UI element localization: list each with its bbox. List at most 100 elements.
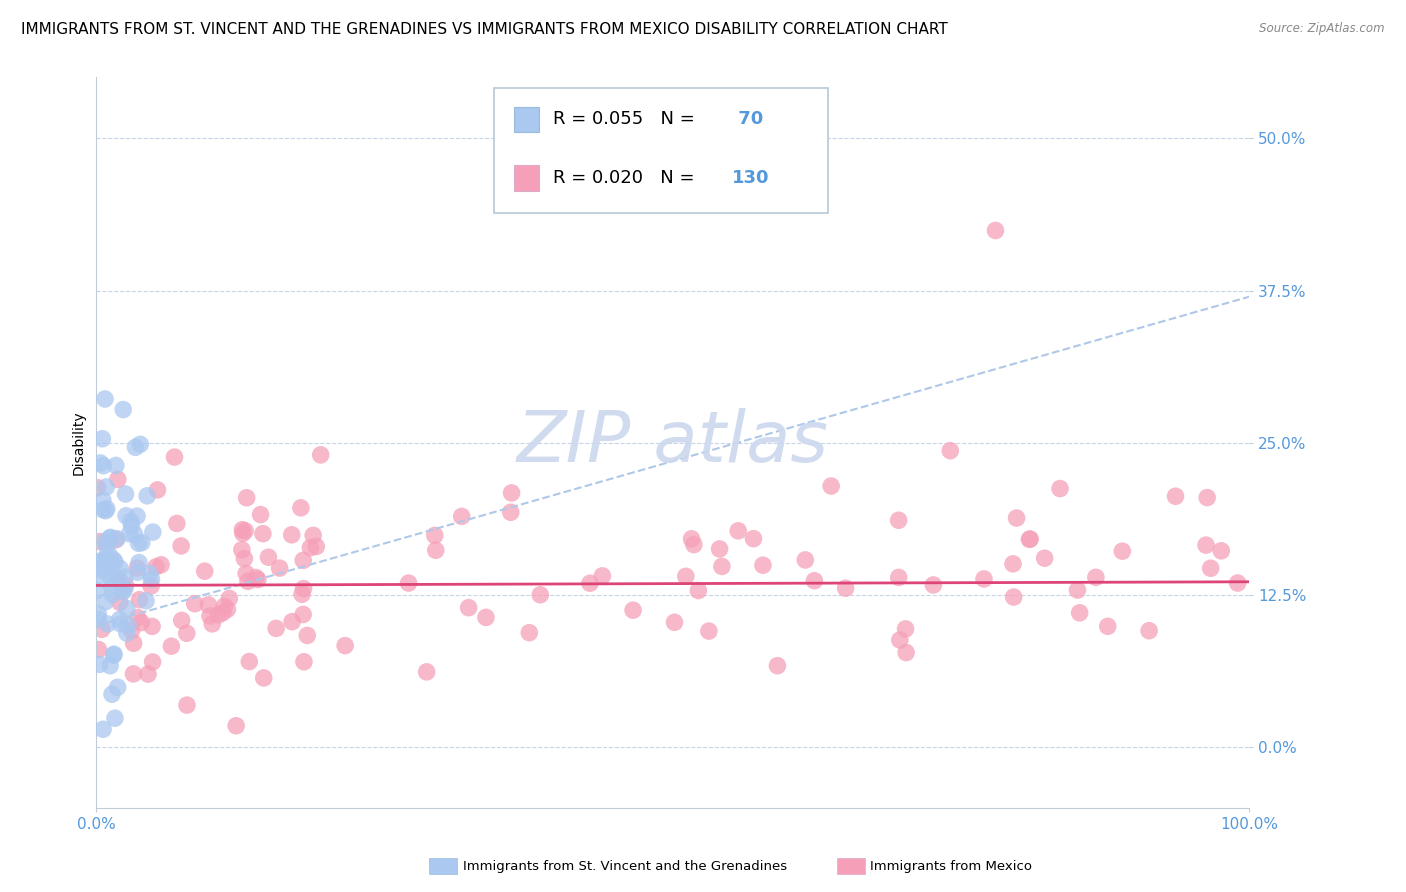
Point — [709, 541, 731, 556]
Point — [225, 719, 247, 733]
Point — [87, 607, 110, 621]
Point — [91, 563, 114, 577]
Point — [163, 450, 186, 464]
Point — [232, 526, 254, 541]
Point — [249, 508, 271, 522]
Point — [107, 571, 129, 585]
Point — [973, 572, 995, 586]
Point — [529, 588, 551, 602]
Point — [89, 555, 111, 569]
Point — [742, 532, 765, 546]
Point — [683, 538, 706, 552]
Point — [302, 528, 325, 542]
Point — [110, 616, 132, 631]
Point — [1211, 543, 1233, 558]
Point — [101, 580, 124, 594]
Point — [280, 528, 302, 542]
Point — [517, 625, 540, 640]
Point — [131, 535, 153, 549]
Point — [98, 549, 121, 563]
Point — [184, 597, 207, 611]
Point — [1033, 551, 1056, 566]
Point — [107, 573, 129, 587]
Point — [136, 667, 159, 681]
Point — [887, 570, 910, 584]
Point — [121, 518, 143, 533]
Point — [160, 639, 183, 653]
Point — [212, 606, 235, 620]
Point — [922, 578, 945, 592]
Point — [115, 601, 138, 615]
Point — [94, 573, 117, 587]
Point — [136, 489, 159, 503]
Point — [131, 615, 153, 630]
Point — [803, 574, 825, 588]
Point — [117, 618, 139, 632]
Point — [103, 647, 125, 661]
Point — [591, 569, 613, 583]
Point — [423, 528, 446, 542]
Point — [245, 570, 267, 584]
Point — [834, 581, 856, 595]
Point — [90, 554, 112, 568]
Point — [201, 616, 224, 631]
Point — [128, 592, 150, 607]
Text: IMMIGRANTS FROM ST. VINCENT AND THE GRENADINES VS IMMIGRANTS FROM MEXICO DISABIL: IMMIGRANTS FROM ST. VINCENT AND THE GREN… — [21, 22, 948, 37]
Point — [214, 599, 236, 614]
Point — [218, 591, 240, 606]
Text: R = 0.055   N =: R = 0.055 N = — [553, 111, 700, 128]
Point — [115, 508, 138, 523]
Point — [122, 636, 145, 650]
Point — [127, 610, 149, 624]
Point — [501, 486, 523, 500]
Point — [115, 626, 138, 640]
Point — [122, 666, 145, 681]
Point — [129, 437, 152, 451]
Point — [681, 532, 703, 546]
Point — [233, 551, 256, 566]
Point — [139, 579, 162, 593]
Point — [124, 527, 146, 541]
Point — [120, 515, 142, 529]
Point — [112, 402, 135, 417]
Point — [269, 561, 291, 575]
Point — [91, 502, 114, 516]
Point — [86, 583, 108, 598]
Point — [425, 543, 447, 558]
Point — [94, 534, 117, 549]
Point — [89, 456, 111, 470]
Point — [127, 561, 149, 575]
Point — [939, 443, 962, 458]
Text: 70: 70 — [731, 111, 763, 128]
Point — [98, 531, 121, 545]
Point — [103, 648, 125, 663]
Point — [984, 223, 1007, 237]
Point — [108, 595, 131, 609]
Point — [457, 600, 479, 615]
Point — [128, 556, 150, 570]
Point — [333, 639, 356, 653]
Point — [398, 576, 420, 591]
Point — [1195, 538, 1218, 552]
Text: Immigrants from Mexico: Immigrants from Mexico — [870, 860, 1032, 872]
Point — [101, 687, 124, 701]
Point — [292, 607, 315, 622]
Point — [91, 493, 114, 508]
Point — [114, 582, 136, 597]
Point — [128, 536, 150, 550]
Point — [1097, 619, 1119, 633]
Point — [107, 680, 129, 694]
Point — [475, 610, 498, 624]
Point — [1005, 511, 1028, 525]
Point — [766, 658, 789, 673]
Point — [104, 533, 127, 547]
Point — [894, 622, 917, 636]
Point — [145, 560, 167, 574]
Point — [621, 603, 644, 617]
Point — [1001, 557, 1024, 571]
Point — [292, 553, 315, 567]
Point — [1049, 482, 1071, 496]
Point — [108, 612, 131, 626]
Point — [1084, 570, 1107, 584]
Point — [309, 448, 332, 462]
